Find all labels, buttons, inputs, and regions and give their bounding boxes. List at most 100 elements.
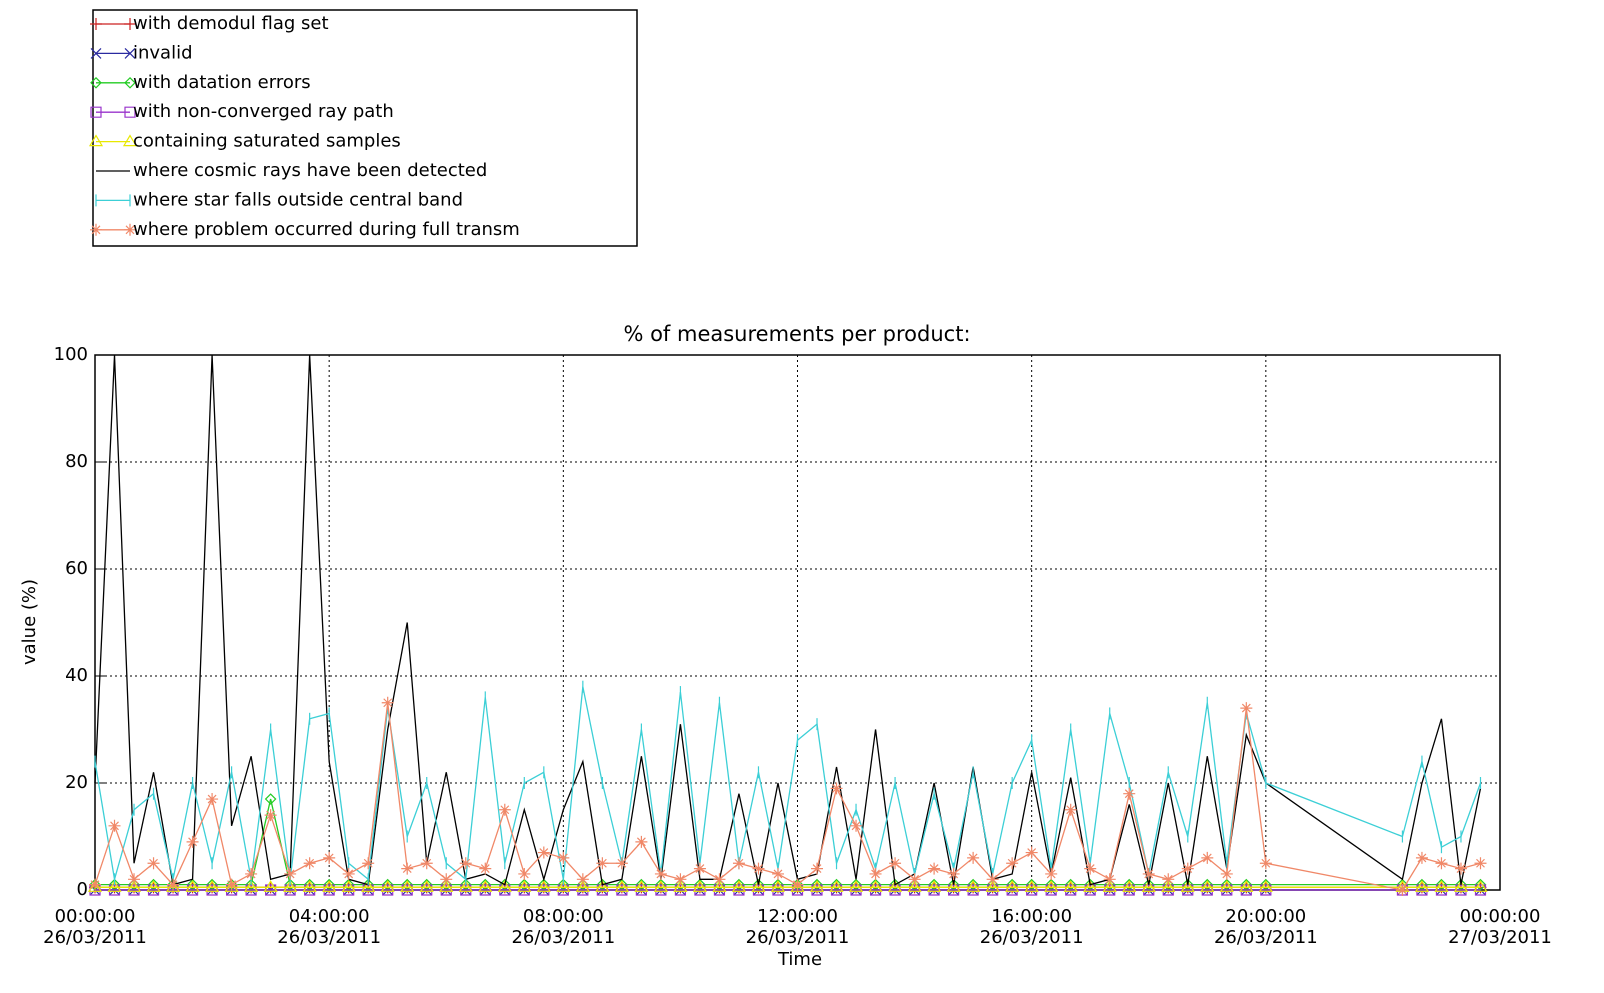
y-tick-label: 80 <box>65 451 88 472</box>
data-marker <box>167 878 180 891</box>
data-marker <box>206 793 219 806</box>
data-marker <box>420 857 433 870</box>
data-marker <box>614 880 629 892</box>
data-marker <box>985 880 1000 892</box>
data-marker <box>147 857 160 870</box>
data-marker <box>712 880 727 892</box>
data-marker <box>1084 862 1097 875</box>
data-marker <box>811 862 824 875</box>
data-marker <box>1473 880 1488 892</box>
y-axis-label: value (%) <box>19 579 40 665</box>
data-marker <box>419 880 434 892</box>
data-marker <box>1259 857 1272 870</box>
data-marker <box>517 880 532 892</box>
data-marker <box>1434 880 1449 892</box>
data-marker <box>1258 880 1273 892</box>
data-marker <box>653 880 668 892</box>
legend-marker <box>90 106 102 118</box>
series-line <box>95 798 1481 886</box>
legend-marker <box>122 134 138 147</box>
data-marker <box>107 880 122 892</box>
data-marker <box>1141 880 1156 892</box>
data-marker <box>596 857 609 870</box>
data-marker <box>458 880 473 892</box>
y-tick-label: 60 <box>65 558 88 579</box>
data-marker <box>185 880 200 892</box>
data-marker <box>479 862 492 875</box>
data-marker <box>303 857 316 870</box>
data-marker <box>1103 873 1116 886</box>
data-marker <box>1123 787 1136 800</box>
data-marker <box>692 880 707 892</box>
data-marker <box>323 851 336 864</box>
legend-label: where problem occurred during full trans… <box>133 219 520 240</box>
data-marker <box>361 880 376 892</box>
data-marker <box>868 880 883 892</box>
data-marker <box>1025 846 1038 859</box>
data-marker <box>966 880 981 892</box>
data-marker <box>848 880 864 892</box>
data-marker <box>1005 880 1020 892</box>
data-marker <box>1220 867 1233 880</box>
data-marker <box>635 835 648 848</box>
data-marker <box>1415 851 1428 864</box>
data-marker <box>790 880 805 892</box>
data-marker <box>1454 862 1467 875</box>
legend-marker <box>90 223 102 236</box>
series-line <box>94 354 1482 886</box>
data-marker <box>869 867 882 880</box>
data-marker <box>400 880 415 892</box>
x-tick-label: 08:00:00 26/03/2011 <box>511 906 616 948</box>
legend-marker <box>124 76 136 89</box>
data-marker <box>1219 880 1234 892</box>
data-marker <box>263 880 278 892</box>
data-marker <box>108 819 121 832</box>
data-marker <box>128 873 141 886</box>
x-tick-label: 20:00:00 26/03/2011 <box>1213 906 1318 948</box>
data-marker <box>381 696 394 709</box>
data-marker <box>830 782 843 795</box>
data-marker <box>1044 880 1059 892</box>
data-marker <box>634 880 649 892</box>
data-marker <box>674 873 687 886</box>
data-marker <box>1180 880 1195 892</box>
data-marker <box>829 880 844 892</box>
data-marker <box>497 880 512 892</box>
legend-marker <box>90 18 102 30</box>
data-marker <box>440 873 453 886</box>
data-marker <box>615 857 628 870</box>
y-tick-label: 40 <box>65 665 88 686</box>
data-marker <box>907 880 922 892</box>
legend-label: where cosmic rays have been detected <box>133 160 487 181</box>
data-marker <box>693 862 706 875</box>
legend-label: containing saturated samples <box>133 131 401 152</box>
data-marker <box>1474 878 1487 891</box>
data-marker <box>264 809 277 822</box>
data-marker <box>1142 867 1155 880</box>
legend-marker <box>124 18 136 30</box>
data-marker <box>283 880 298 892</box>
data-marker <box>557 851 570 864</box>
data-marker <box>1045 867 1058 880</box>
data-marker <box>1083 880 1098 892</box>
data-marker <box>322 880 337 892</box>
data-marker <box>850 819 863 832</box>
x-tick-label: 00:00:00 26/03/2011 <box>43 906 147 948</box>
data-marker <box>536 880 551 892</box>
data-marker <box>1435 857 1448 870</box>
data-marker <box>752 862 765 875</box>
x-tick-label: 12:00:00 26/03/2011 <box>745 906 850 948</box>
data-marker <box>770 880 786 892</box>
legend-marker <box>124 223 136 236</box>
data-marker <box>537 846 550 859</box>
data-marker <box>673 880 688 892</box>
data-marker <box>341 880 356 892</box>
data-marker <box>146 880 161 892</box>
data-marker <box>947 867 960 880</box>
data-marker <box>1396 884 1409 896</box>
data-marker <box>498 803 511 816</box>
data-marker <box>946 880 961 892</box>
data-marker <box>1024 880 1039 892</box>
data-marker <box>927 880 942 892</box>
